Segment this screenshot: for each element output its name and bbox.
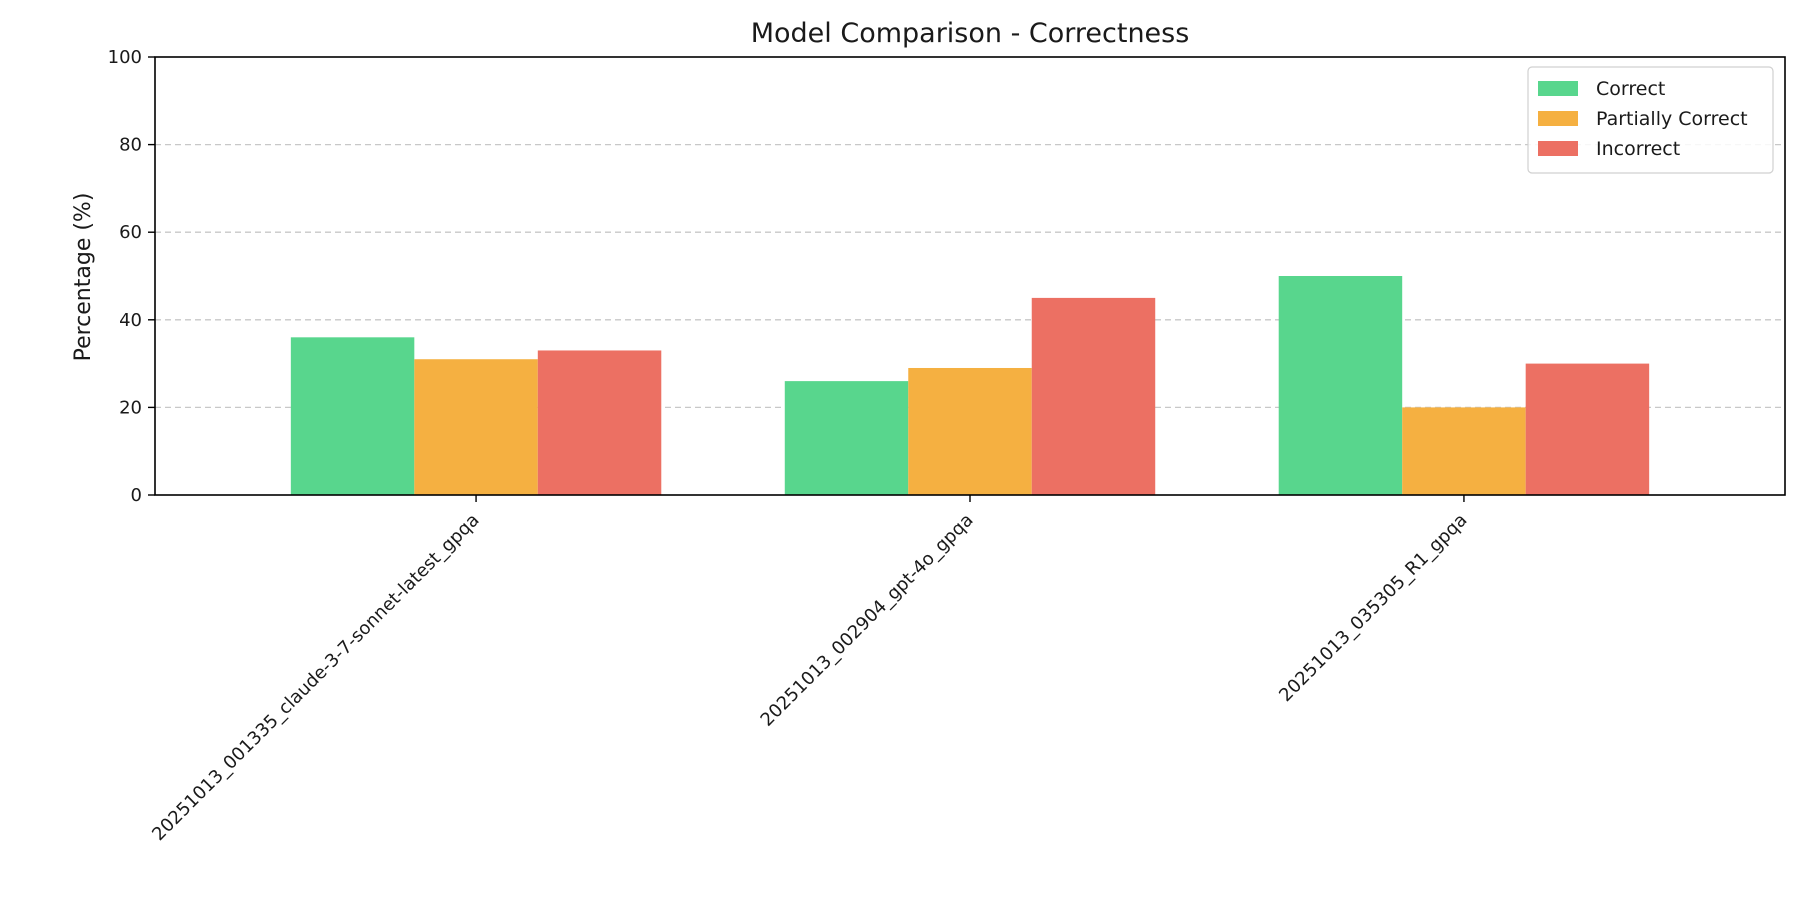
bar-partially-correct: [414, 359, 538, 495]
legend-swatch: [1538, 141, 1578, 156]
x-tick-label: 20251013_001335_claude-3-7-sonnet-latest…: [148, 510, 483, 845]
legend-label: Correct: [1596, 78, 1665, 100]
y-tick-label: 60: [119, 222, 142, 243]
chart-title: Model Comparison - Correctness: [751, 18, 1190, 49]
bar-partially-correct: [1402, 407, 1526, 495]
bar-correct: [1278, 276, 1403, 495]
bar-correct: [290, 337, 415, 495]
legend-swatch: [1538, 111, 1578, 126]
bar-partially-correct: [908, 367, 1032, 495]
bar-incorrect: [537, 350, 662, 495]
legend-box: [1527, 66, 1774, 174]
bar-incorrect: [1031, 297, 1156, 495]
y-axis-label: Percentage (%): [71, 193, 96, 362]
bar-incorrect: [1525, 363, 1650, 495]
x-tick-label: 20251013_002904_gpt-4o_gpqa: [757, 510, 978, 731]
y-tick-label: 40: [119, 310, 142, 331]
y-tick-label: 100: [108, 47, 142, 68]
legend-label: Incorrect: [1596, 138, 1680, 160]
x-axis-ticks: 20251013_001335_claude-3-7-sonnet-latest…: [148, 495, 1471, 845]
y-tick-label: 20: [119, 397, 142, 418]
y-tick-label: 80: [119, 135, 142, 156]
bar-correct: [784, 381, 909, 495]
bars: [290, 276, 1650, 495]
legend-swatch: [1538, 81, 1578, 96]
y-axis-ticks: 0 20 40 60 80 100: [108, 47, 155, 506]
y-tick-label: 0: [131, 485, 142, 506]
legend-label: Partially Correct: [1596, 108, 1748, 130]
x-tick-label: 20251013_035305_R1_gpqa: [1275, 510, 1471, 706]
legend: Correct Partially Correct Incorrect: [1527, 66, 1774, 174]
